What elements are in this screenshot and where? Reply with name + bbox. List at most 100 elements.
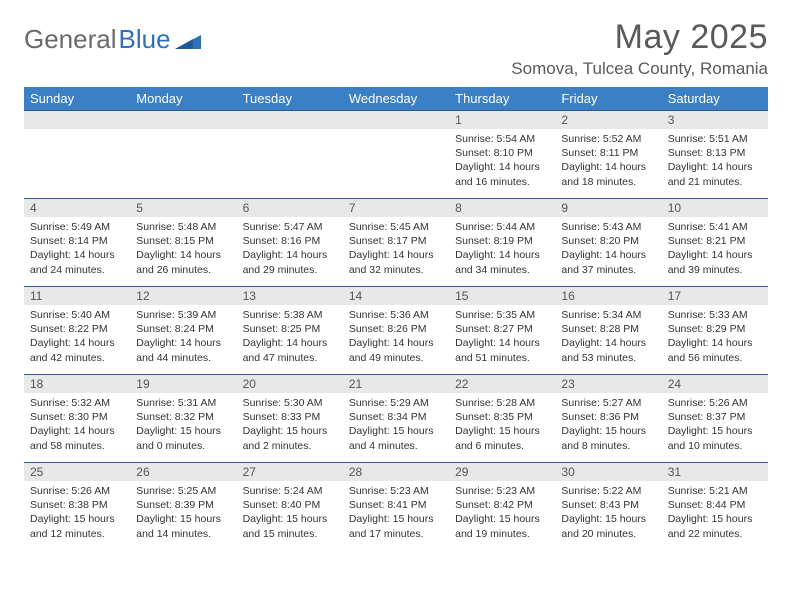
calendar-body: 1Sunrise: 5:54 AMSunset: 8:10 PMDaylight… bbox=[24, 111, 768, 551]
day-number: 17 bbox=[662, 287, 768, 305]
sunset-line: Sunset: 8:30 PM bbox=[30, 410, 124, 424]
week-row: 18Sunrise: 5:32 AMSunset: 8:30 PMDayligh… bbox=[24, 375, 768, 463]
day-details: Sunrise: 5:51 AMSunset: 8:13 PMDaylight:… bbox=[662, 129, 768, 193]
daylight-line: Daylight: 14 hours and 34 minutes. bbox=[455, 248, 549, 276]
day-cell: 24Sunrise: 5:26 AMSunset: 8:37 PMDayligh… bbox=[662, 375, 768, 463]
sunset-line: Sunset: 8:16 PM bbox=[243, 234, 337, 248]
day-number: 26 bbox=[130, 463, 236, 481]
day-details: Sunrise: 5:36 AMSunset: 8:26 PMDaylight:… bbox=[343, 305, 449, 369]
day-cell: 27Sunrise: 5:24 AMSunset: 8:40 PMDayligh… bbox=[237, 463, 343, 551]
day-details: Sunrise: 5:47 AMSunset: 8:16 PMDaylight:… bbox=[237, 217, 343, 281]
daylight-line: Daylight: 14 hours and 24 minutes. bbox=[30, 248, 124, 276]
daylight-line: Daylight: 14 hours and 32 minutes. bbox=[349, 248, 443, 276]
sunrise-line: Sunrise: 5:24 AM bbox=[243, 484, 337, 498]
daylight-line: Daylight: 14 hours and 58 minutes. bbox=[30, 424, 124, 452]
daylight-line: Daylight: 14 hours and 53 minutes. bbox=[561, 336, 655, 364]
week-row: 4Sunrise: 5:49 AMSunset: 8:14 PMDaylight… bbox=[24, 199, 768, 287]
sunrise-line: Sunrise: 5:43 AM bbox=[561, 220, 655, 234]
day-details: Sunrise: 5:40 AMSunset: 8:22 PMDaylight:… bbox=[24, 305, 130, 369]
daylight-line: Daylight: 15 hours and 17 minutes. bbox=[349, 512, 443, 540]
day-cell bbox=[343, 111, 449, 199]
sunrise-line: Sunrise: 5:26 AM bbox=[30, 484, 124, 498]
day-header: Tuesday bbox=[237, 87, 343, 111]
day-cell: 12Sunrise: 5:39 AMSunset: 8:24 PMDayligh… bbox=[130, 287, 236, 375]
sunrise-line: Sunrise: 5:32 AM bbox=[30, 396, 124, 410]
daylight-line: Daylight: 14 hours and 29 minutes. bbox=[243, 248, 337, 276]
sunrise-line: Sunrise: 5:29 AM bbox=[349, 396, 443, 410]
sunrise-line: Sunrise: 5:41 AM bbox=[668, 220, 762, 234]
day-details: Sunrise: 5:43 AMSunset: 8:20 PMDaylight:… bbox=[555, 217, 661, 281]
day-header: Saturday bbox=[662, 87, 768, 111]
title-month: May 2025 bbox=[511, 18, 768, 57]
day-details: Sunrise: 5:39 AMSunset: 8:24 PMDaylight:… bbox=[130, 305, 236, 369]
daylight-line: Daylight: 15 hours and 8 minutes. bbox=[561, 424, 655, 452]
daylight-line: Daylight: 14 hours and 56 minutes. bbox=[668, 336, 762, 364]
sunrise-line: Sunrise: 5:26 AM bbox=[668, 396, 762, 410]
sunrise-line: Sunrise: 5:31 AM bbox=[136, 396, 230, 410]
day-cell: 10Sunrise: 5:41 AMSunset: 8:21 PMDayligh… bbox=[662, 199, 768, 287]
sunset-line: Sunset: 8:24 PM bbox=[136, 322, 230, 336]
sunset-line: Sunset: 8:17 PM bbox=[349, 234, 443, 248]
daylight-line: Daylight: 14 hours and 39 minutes. bbox=[668, 248, 762, 276]
sunset-line: Sunset: 8:19 PM bbox=[455, 234, 549, 248]
day-cell: 30Sunrise: 5:22 AMSunset: 8:43 PMDayligh… bbox=[555, 463, 661, 551]
sunset-line: Sunset: 8:35 PM bbox=[455, 410, 549, 424]
sunrise-line: Sunrise: 5:36 AM bbox=[349, 308, 443, 322]
daylight-line: Daylight: 14 hours and 26 minutes. bbox=[136, 248, 230, 276]
sunrise-line: Sunrise: 5:23 AM bbox=[349, 484, 443, 498]
day-number: 8 bbox=[449, 199, 555, 217]
sunset-line: Sunset: 8:25 PM bbox=[243, 322, 337, 336]
week-row: 25Sunrise: 5:26 AMSunset: 8:38 PMDayligh… bbox=[24, 463, 768, 551]
day-details: Sunrise: 5:28 AMSunset: 8:35 PMDaylight:… bbox=[449, 393, 555, 457]
logo-text-gray: General bbox=[24, 24, 117, 55]
day-details: Sunrise: 5:54 AMSunset: 8:10 PMDaylight:… bbox=[449, 129, 555, 193]
sunrise-line: Sunrise: 5:49 AM bbox=[30, 220, 124, 234]
sunrise-line: Sunrise: 5:23 AM bbox=[455, 484, 549, 498]
day-details: Sunrise: 5:29 AMSunset: 8:34 PMDaylight:… bbox=[343, 393, 449, 457]
day-details: Sunrise: 5:27 AMSunset: 8:36 PMDaylight:… bbox=[555, 393, 661, 457]
sunrise-line: Sunrise: 5:22 AM bbox=[561, 484, 655, 498]
logo: GeneralBlue bbox=[24, 18, 201, 55]
sunrise-line: Sunrise: 5:21 AM bbox=[668, 484, 762, 498]
day-number: 4 bbox=[24, 199, 130, 217]
day-cell: 16Sunrise: 5:34 AMSunset: 8:28 PMDayligh… bbox=[555, 287, 661, 375]
daylight-line: Daylight: 14 hours and 42 minutes. bbox=[30, 336, 124, 364]
day-details: Sunrise: 5:22 AMSunset: 8:43 PMDaylight:… bbox=[555, 481, 661, 545]
sunset-line: Sunset: 8:28 PM bbox=[561, 322, 655, 336]
title-block: May 2025 Somova, Tulcea County, Romania bbox=[511, 18, 768, 79]
day-cell bbox=[24, 111, 130, 199]
sunset-line: Sunset: 8:26 PM bbox=[349, 322, 443, 336]
sunset-line: Sunset: 8:11 PM bbox=[561, 146, 655, 160]
empty-day-number bbox=[130, 111, 236, 129]
sunset-line: Sunset: 8:36 PM bbox=[561, 410, 655, 424]
day-number: 3 bbox=[662, 111, 768, 129]
sunrise-line: Sunrise: 5:30 AM bbox=[243, 396, 337, 410]
day-header: Thursday bbox=[449, 87, 555, 111]
day-cell: 13Sunrise: 5:38 AMSunset: 8:25 PMDayligh… bbox=[237, 287, 343, 375]
sunrise-line: Sunrise: 5:51 AM bbox=[668, 132, 762, 146]
day-cell bbox=[237, 111, 343, 199]
day-number: 19 bbox=[130, 375, 236, 393]
sunrise-line: Sunrise: 5:40 AM bbox=[30, 308, 124, 322]
day-number: 9 bbox=[555, 199, 661, 217]
day-details: Sunrise: 5:32 AMSunset: 8:30 PMDaylight:… bbox=[24, 393, 130, 457]
sunrise-line: Sunrise: 5:39 AM bbox=[136, 308, 230, 322]
day-cell: 5Sunrise: 5:48 AMSunset: 8:15 PMDaylight… bbox=[130, 199, 236, 287]
daylight-line: Daylight: 15 hours and 4 minutes. bbox=[349, 424, 443, 452]
day-number: 2 bbox=[555, 111, 661, 129]
sunset-line: Sunset: 8:44 PM bbox=[668, 498, 762, 512]
header: GeneralBlue May 2025 Somova, Tulcea Coun… bbox=[24, 18, 768, 79]
sunset-line: Sunset: 8:21 PM bbox=[668, 234, 762, 248]
day-cell: 18Sunrise: 5:32 AMSunset: 8:30 PMDayligh… bbox=[24, 375, 130, 463]
daylight-line: Daylight: 14 hours and 44 minutes. bbox=[136, 336, 230, 364]
daylight-line: Daylight: 14 hours and 16 minutes. bbox=[455, 160, 549, 188]
day-number: 14 bbox=[343, 287, 449, 305]
day-number: 20 bbox=[237, 375, 343, 393]
day-details: Sunrise: 5:26 AMSunset: 8:37 PMDaylight:… bbox=[662, 393, 768, 457]
day-cell: 8Sunrise: 5:44 AMSunset: 8:19 PMDaylight… bbox=[449, 199, 555, 287]
sunset-line: Sunset: 8:37 PM bbox=[668, 410, 762, 424]
day-cell: 20Sunrise: 5:30 AMSunset: 8:33 PMDayligh… bbox=[237, 375, 343, 463]
sunrise-line: Sunrise: 5:35 AM bbox=[455, 308, 549, 322]
day-number: 7 bbox=[343, 199, 449, 217]
sunset-line: Sunset: 8:15 PM bbox=[136, 234, 230, 248]
